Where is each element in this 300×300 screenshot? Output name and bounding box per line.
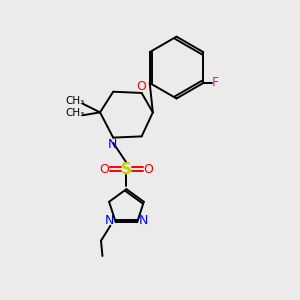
Text: N: N <box>139 214 148 227</box>
Text: N: N <box>108 138 117 151</box>
Text: CH₃: CH₃ <box>65 96 85 106</box>
Text: O: O <box>144 163 154 176</box>
Text: S: S <box>121 162 132 177</box>
Text: O: O <box>137 80 147 93</box>
Text: F: F <box>212 76 219 89</box>
Text: CH₃: CH₃ <box>65 108 85 118</box>
Text: N: N <box>104 214 114 227</box>
Text: O: O <box>99 163 109 176</box>
